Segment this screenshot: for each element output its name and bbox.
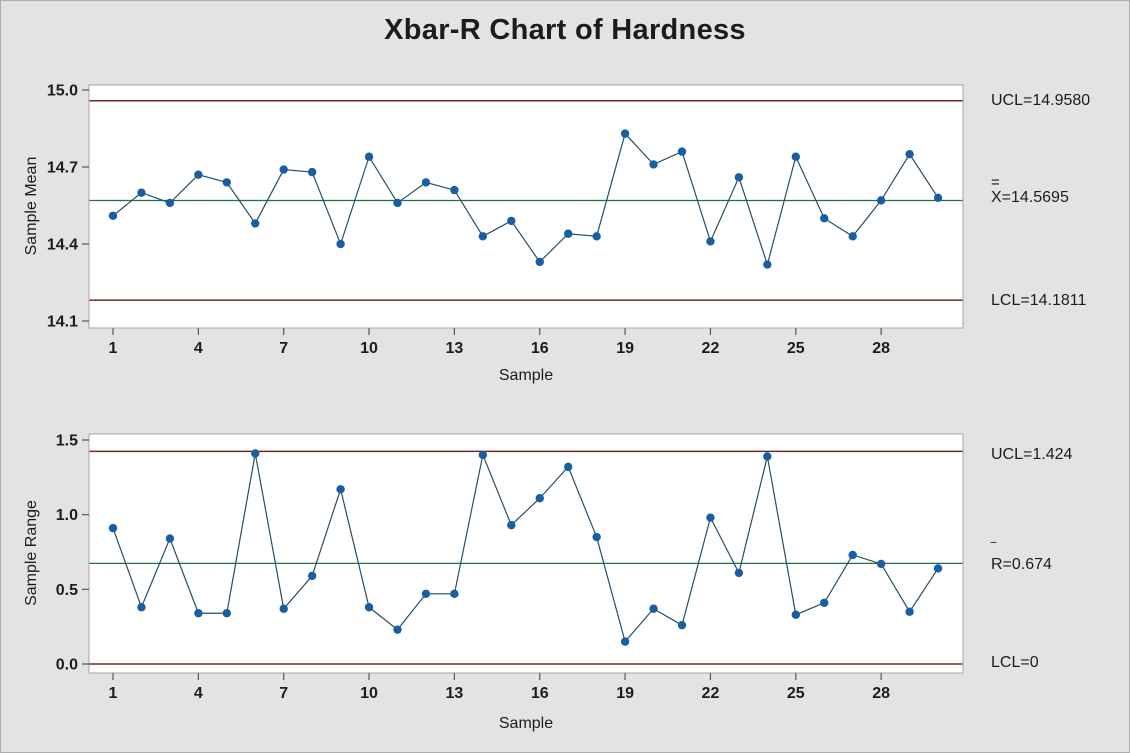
- svg-text:19: 19: [616, 340, 634, 357]
- svg-text:7: 7: [279, 340, 288, 357]
- svg-text:13: 13: [446, 340, 464, 357]
- svg-text:28: 28: [872, 340, 890, 357]
- xbar-x-axis-title: Sample: [498, 367, 554, 384]
- svg-text:13: 13: [446, 685, 464, 702]
- svg-text:19: 19: [616, 685, 634, 702]
- svg-text:22: 22: [702, 685, 720, 702]
- xbar-ucl-label: UCL=14.9580: [991, 92, 1091, 109]
- svg-text:25: 25: [787, 685, 805, 702]
- svg-text:1: 1: [109, 685, 118, 702]
- svg-text:22: 22: [702, 340, 720, 357]
- svg-text:0.0: 0.0: [56, 656, 78, 673]
- chart-title: Xbar-R Chart of Hardness: [384, 14, 746, 46]
- svg-text:28: 28: [872, 685, 890, 702]
- svg-text:4: 4: [194, 685, 203, 702]
- svg-text:1: 1: [109, 340, 118, 357]
- svg-text:10: 10: [360, 340, 378, 357]
- svg-text:0.5: 0.5: [56, 582, 78, 599]
- svg-text:25: 25: [787, 340, 805, 357]
- xbar-chart: 15.0 14.7 14.4 14.1 1 4 7 10 13 16 19 22 25 28: [47, 83, 964, 357]
- svg-text:16: 16: [531, 340, 549, 357]
- svg-text:1.5: 1.5: [56, 433, 78, 450]
- xbar-centerline-value: X=14.5695: [991, 189, 1069, 206]
- range-centerline-value: R=0.674: [991, 556, 1052, 573]
- svg-text:16: 16: [531, 685, 549, 702]
- svg-text:14.4: 14.4: [47, 237, 78, 254]
- range-lcl-label: LCL=0: [991, 654, 1039, 671]
- xbar-y-axis-title: Sample Mean: [23, 156, 40, 256]
- range-bar-mark: ‾: [991, 541, 996, 558]
- svg-text:4: 4: [194, 340, 203, 357]
- xbar-doublebar-mark: =: [991, 174, 1000, 191]
- range-centerline-label: ‾ R=0.674: [991, 541, 1052, 574]
- svg-text:7: 7: [279, 685, 288, 702]
- svg-text:10: 10: [360, 685, 378, 702]
- xbar-lcl-label: LCL=14.1811: [991, 292, 1087, 309]
- svg-text:1.0: 1.0: [56, 507, 78, 524]
- range-ucl-label: UCL=1.424: [991, 446, 1073, 463]
- xbar-centerline-label: = X=14.5695: [991, 174, 1069, 207]
- range-y-axis-title: Sample Range: [23, 500, 40, 606]
- range-chart: 1.5 1.0 0.5 0.0 1 4 7 10 13 16 19 22 25 28: [56, 433, 964, 702]
- svg-text:14.7: 14.7: [47, 160, 78, 177]
- range-x-axis-title: Sample: [498, 715, 554, 732]
- svg-text:15.0: 15.0: [47, 83, 78, 100]
- svg-text:14.1: 14.1: [47, 314, 78, 331]
